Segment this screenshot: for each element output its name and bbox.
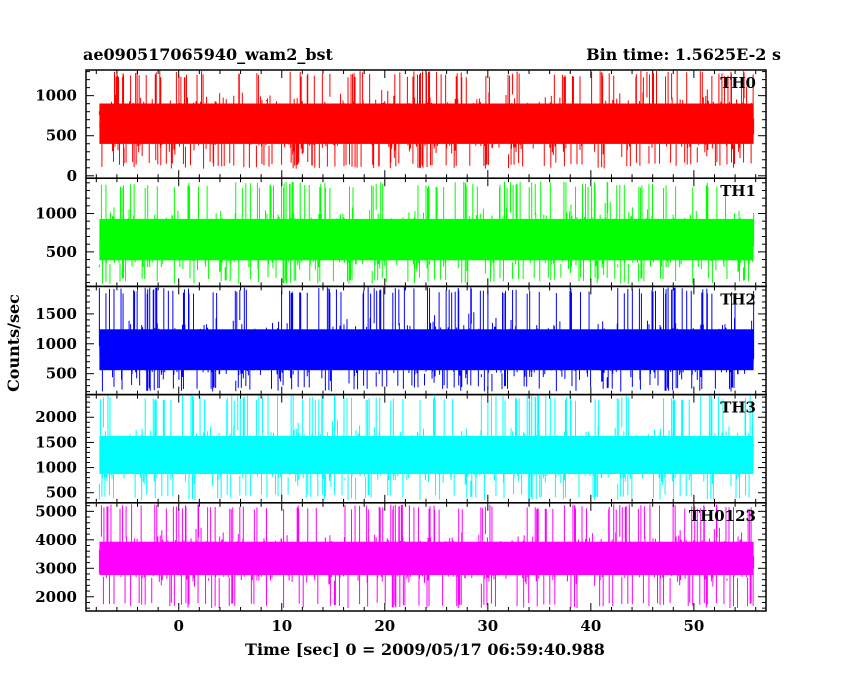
- y-tick-label: 1000: [35, 87, 77, 105]
- y-tick-label: 1000: [35, 335, 77, 353]
- y-tick-label: 2000: [35, 588, 77, 606]
- y-tick-label: 3000: [35, 559, 77, 577]
- y-tick-label: 1000: [35, 204, 77, 222]
- panel-label-th3: TH3: [720, 399, 756, 417]
- y-tick-label: 1000: [35, 459, 77, 477]
- panel-th1: 500 1000 TH1: [35, 177, 767, 288]
- panel-label-th0: TH0: [720, 74, 756, 92]
- x-tick-label: 0: [174, 617, 184, 635]
- panel-th2: 500 1000 1500 TH2: [35, 285, 767, 396]
- y-tick-label: 1500: [35, 433, 77, 451]
- series-line-th1: [98, 181, 755, 284]
- y-axis-label: Counts/sec: [4, 294, 23, 392]
- series-line-th2: [98, 287, 755, 392]
- x-tick-label: 30: [477, 617, 498, 635]
- series-line-th0123: [98, 504, 755, 609]
- chart-title: ae090517065940_wam2_bst: [83, 45, 334, 64]
- x-axis-label: Time [sec] 0 = 2009/05/17 06:59:40.988: [245, 640, 605, 659]
- panel-th0: 0 500 1000 TH0: [35, 69, 767, 185]
- bin-time-label: Bin time: 1.5625E-2 s: [586, 45, 781, 64]
- y-tick-label: 4000: [35, 531, 77, 549]
- y-tick-label: 5000: [35, 502, 77, 520]
- panel-label-th2: TH2: [720, 290, 756, 308]
- x-tick-label: 20: [374, 617, 395, 635]
- series-line-th0: [98, 71, 755, 169]
- x-tick-label: 10: [271, 617, 292, 635]
- y-tick-label: 500: [46, 127, 77, 145]
- panel-label-th0123: TH0123: [689, 507, 756, 525]
- panel-th0123: 2000 3000 4000 5000 TH0123: [35, 502, 767, 612]
- y-tick-label: 0: [67, 167, 77, 185]
- y-tick-label: 500: [46, 243, 77, 261]
- panel-th3: 500 1000 1500 2000 TH3: [35, 393, 767, 504]
- panels: 05001000TH05001000TH150010001500TH250010…: [35, 69, 767, 635]
- panel-label-th1: TH1: [720, 182, 756, 200]
- x-tick-label: 50: [683, 617, 704, 635]
- y-tick-label: 2000: [35, 408, 77, 426]
- x-tick-label: 40: [580, 617, 601, 635]
- y-tick-label: 1500: [35, 305, 77, 323]
- series-line-th3: [98, 394, 755, 501]
- y-tick-label: 500: [46, 484, 77, 502]
- y-tick-label: 500: [46, 365, 77, 383]
